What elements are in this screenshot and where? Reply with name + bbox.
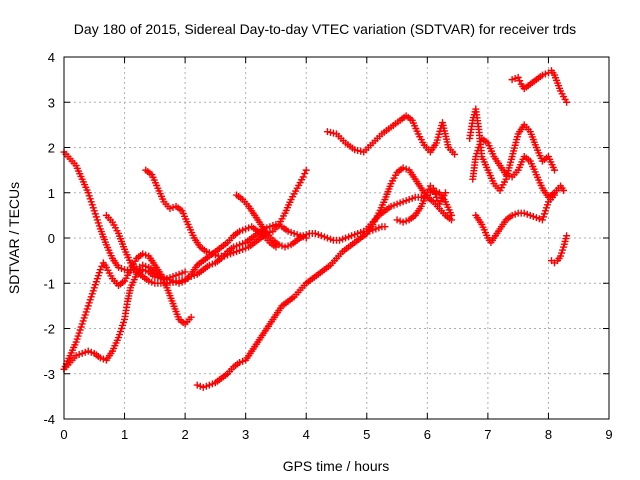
y-tick-label: 2	[48, 141, 55, 156]
x-tick-label: 7	[484, 427, 491, 442]
data-series-1	[60, 148, 280, 287]
data-point	[423, 189, 431, 197]
data-point	[301, 170, 309, 178]
data-point	[551, 191, 558, 199]
axis-ticks: 0 1 2 3 4 5 6 7 8 9 -4 -3 -2 -1 0 1 2 3 4	[43, 50, 612, 442]
x-tick-label: 0	[60, 427, 67, 442]
data-series-8	[323, 112, 459, 158]
data-point	[514, 73, 522, 81]
chart-title: Day 180 of 2015, Sidereal Day-to-day VTE…	[74, 21, 576, 37]
data-series-13	[472, 191, 558, 247]
data-point	[563, 98, 571, 106]
y-tick-label: -4	[43, 412, 55, 427]
data-series-3	[60, 266, 189, 373]
x-tick-label: 5	[363, 427, 370, 442]
data-point	[560, 186, 568, 194]
data-point	[181, 268, 189, 276]
x-tick-label: 4	[303, 427, 310, 442]
data-series-10	[393, 182, 449, 226]
y-tick-label: 3	[48, 95, 55, 110]
x-tick-label: 1	[121, 427, 128, 442]
data-point	[187, 313, 195, 321]
data-point	[302, 166, 310, 174]
data-point	[442, 189, 449, 197]
data-series-14	[508, 67, 571, 106]
data-point	[516, 77, 524, 85]
x-axis-label: GPS time / hours	[283, 458, 390, 474]
x-tick-label: 8	[545, 427, 552, 442]
data-point	[432, 193, 440, 201]
x-tick-label: 9	[605, 427, 612, 442]
y-tick-label: 4	[48, 50, 55, 65]
plot-frame	[63, 56, 610, 420]
x-tick-label: 2	[181, 427, 188, 442]
data-series-15	[547, 232, 571, 267]
data-point	[381, 223, 389, 231]
y-tick-label: -3	[43, 367, 55, 382]
data-point	[448, 211, 456, 219]
data-point	[451, 150, 459, 158]
y-tick-label: 1	[48, 186, 55, 201]
data-point	[299, 173, 307, 181]
data-point	[563, 232, 571, 240]
x-tick-label: 3	[242, 427, 249, 442]
x-tick-label: 6	[424, 427, 431, 442]
data-point	[551, 166, 558, 174]
data-series-7	[233, 191, 389, 251]
y-axis-label: SDTVAR / TECUs	[6, 182, 22, 294]
data-point	[425, 185, 433, 193]
y-tick-label: -2	[43, 322, 55, 337]
data-series-5	[142, 166, 310, 260]
data-points	[60, 67, 571, 391]
data-series-11	[466, 105, 558, 194]
y-tick-label: -1	[43, 276, 55, 291]
data-point	[96, 266, 104, 274]
y-tick-label: 0	[48, 231, 55, 246]
